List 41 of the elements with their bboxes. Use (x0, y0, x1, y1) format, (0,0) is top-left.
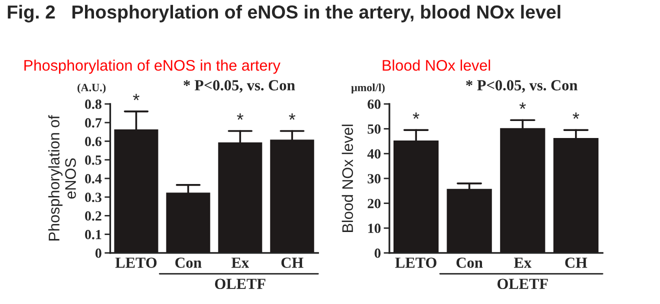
caption: Fig. 2 Phosphorylation of eNOS in the artery, blood NOx level (8, 4, 560, 22)
x-tick-label: CH (565, 258, 588, 268)
chart-title: Phosphorylation of eNOS in the artery (24, 60, 280, 74)
y-tick-label: 0.8 (85, 100, 102, 109)
text: μmol/l) (351, 83, 385, 94)
annotation: * (519, 102, 526, 109)
text: (A.U.) (78, 83, 106, 94)
y-tick-label: 10 (368, 224, 381, 234)
x-tick-label: Ex (514, 258, 532, 268)
x-tick-label: Ex (232, 258, 249, 268)
y-tick-label: 0.5 (85, 155, 102, 165)
y-tick-label: 50 (368, 124, 381, 134)
y-tick-label: 0 (95, 248, 102, 258)
annotation: * (572, 112, 580, 119)
x-tick-label: LETO (395, 258, 436, 268)
y-tick-label: 0.7 (85, 118, 102, 128)
y-tick-label: 0 (374, 248, 381, 258)
y-tick-label: 30 (368, 174, 381, 184)
x-tick-label: Con (456, 258, 483, 268)
y-tick-label: 0.1 (85, 230, 102, 240)
text: OLETF (215, 278, 266, 290)
y-tick-label: 0.6 (85, 136, 102, 146)
annotation: * (288, 113, 296, 120)
annotation: * (412, 112, 420, 119)
y-tick-label: 0.4 (85, 174, 102, 184)
annotation: * (132, 94, 140, 100)
annotation: * (236, 113, 244, 120)
x-tick-label: CH (281, 258, 304, 268)
y-tick-label: 0.3 (85, 192, 102, 202)
y-tick-label: 20 (368, 198, 381, 208)
y-tick-label: 40 (367, 149, 381, 159)
y-tick-label: 60 (368, 100, 381, 109)
y-axis-title: Phosphorylation of eNOS (48, 115, 76, 240)
text: * P<0.05, vs. Con (184, 80, 296, 93)
y-axis-title: Blood NOx level (342, 124, 354, 232)
text: OLETF (497, 278, 548, 290)
x-tick-label: Con (175, 258, 202, 268)
y-tick-label: 0.2 (85, 211, 102, 221)
x-tick-label: LETO (115, 258, 157, 268)
text: * P<0.05, vs. Con (466, 80, 578, 93)
chart-title: Blood NOx level (382, 60, 490, 71)
